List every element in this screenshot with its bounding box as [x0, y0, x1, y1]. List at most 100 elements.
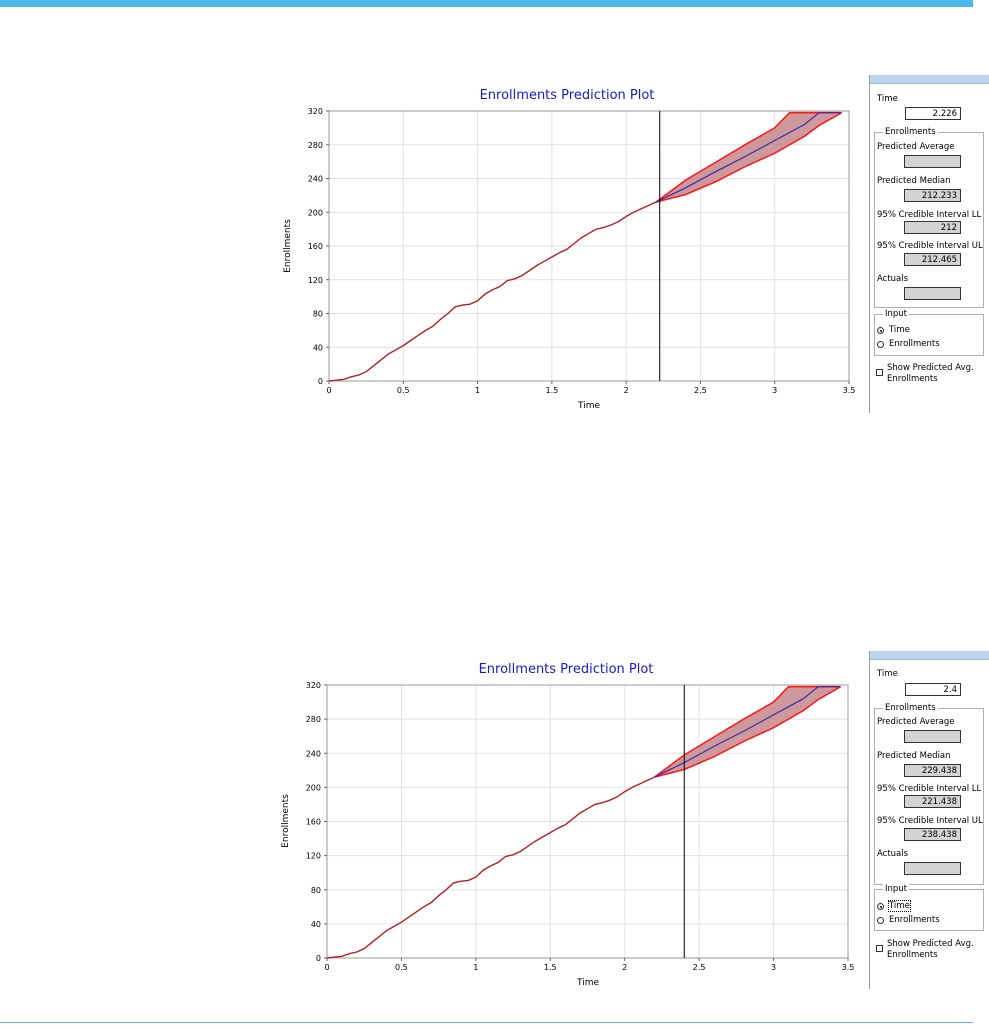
y-axis-ticks: 0 40 80 120 160 200 240 280 320	[306, 681, 327, 963]
y-tick-label: 280	[306, 715, 321, 724]
show-predicted-avg-checkbox[interactable]	[876, 945, 883, 952]
panel-header	[870, 651, 989, 660]
x-tick-label: 2.5	[694, 386, 707, 395]
predicted-average-field	[904, 730, 961, 743]
series-lines	[328, 112, 842, 382]
predicted-average-field	[904, 155, 961, 168]
show-predicted-avg-checkbox[interactable]	[876, 369, 883, 376]
input-enrollments-label[interactable]: Enrollments	[889, 339, 940, 349]
y-tick-label: 200	[308, 208, 323, 217]
input-time-label[interactable]: Time	[889, 325, 910, 335]
enrollments-prediction-plot-2[interactable]: Enrollments Prediction Plot 0 0.5 1 1.5 2 2.5…	[278, 657, 858, 1002]
input-group-title: Input	[883, 884, 910, 894]
y-tick-label: 160	[306, 818, 321, 827]
x-tick-label: 2.5	[693, 963, 706, 972]
enrollments-group: Enrollments	[874, 703, 984, 885]
y-tick-label: 240	[308, 175, 323, 184]
x-tick-label: 0.5	[397, 386, 410, 395]
input-time-radio[interactable]	[877, 903, 884, 910]
show-predicted-avg-label-line1[interactable]: Show Predicted Avg.	[887, 939, 974, 949]
actuals-label: Actuals	[877, 849, 909, 859]
predicted-median-label: Predicted Median	[877, 176, 951, 186]
x-tick-label: 3	[772, 386, 777, 395]
y-tick-label: 280	[308, 141, 323, 150]
y-tick-label: 80	[313, 310, 323, 319]
y-tick-label: 0	[316, 954, 321, 963]
x-axis-ticks: 0 0.5 1 1.5 2 2.5 3 3.5	[324, 958, 854, 972]
predicted-average-label: Predicted Average	[877, 142, 955, 152]
y-tick-label: 320	[308, 107, 323, 116]
chart-title: Enrollments Prediction Plot	[479, 662, 654, 677]
ci-ll-field: 221.438	[904, 795, 961, 808]
show-predicted-avg-label-line2[interactable]: Enrollments	[887, 950, 938, 960]
x-tick-label: 3	[771, 963, 776, 972]
actuals-field	[904, 862, 961, 875]
enrollments-group: Enrollments	[874, 127, 984, 308]
time-label: Time	[877, 669, 898, 679]
x-tick-label: 3.5	[843, 386, 856, 395]
y-tick-label: 120	[308, 276, 323, 285]
input-enrollments-radio[interactable]	[877, 341, 884, 348]
x-axis-ticks: 0 0.5 1 1.5 2 2.5 3 3.5	[326, 381, 855, 395]
ci-ll-field: 212	[904, 221, 961, 234]
ci-ul-field: 238.438	[904, 828, 961, 841]
x-tick-label: 1.5	[544, 963, 557, 972]
x-axis-label: Time	[576, 978, 599, 988]
y-axis-ticks: 0 40 80 120 160 200 240 280 320	[308, 107, 329, 386]
y-axis-label: Enrollments	[283, 219, 293, 273]
x-tick-label: 1	[475, 386, 480, 395]
y-tick-label: 240	[306, 749, 321, 758]
input-group: Input	[874, 884, 984, 931]
input-time-label[interactable]: Time	[888, 900, 911, 912]
prediction-panel-2: Time 2.4 Enrollments Predicted Average P…	[869, 651, 989, 989]
x-tick-label: 2	[624, 386, 629, 395]
input-group-title: Input	[883, 309, 910, 319]
predicted-average-label: Predicted Average	[877, 717, 955, 727]
ci-ll-label: 95% Credible Interval LL	[877, 210, 982, 220]
actual-enrollments-line	[326, 776, 655, 959]
ci-ll-label: 95% Credible Interval LL	[877, 784, 982, 794]
y-tick-label: 160	[308, 242, 323, 251]
predicted-median-label: Predicted Median	[877, 751, 951, 761]
y-tick-label: 200	[306, 783, 321, 792]
y-axis-label: Enrollments	[281, 794, 291, 848]
chart-canvas-2: Enrollments Prediction Plot 0 0.5 1 1.5 2 2.5…	[281, 662, 854, 988]
show-predicted-avg-label-line1[interactable]: Show Predicted Avg.	[887, 363, 974, 373]
actuals-label: Actuals	[877, 274, 909, 284]
input-enrollments-radio[interactable]	[877, 917, 884, 924]
x-axis-label: Time	[577, 401, 600, 411]
show-predicted-avg-label-line2[interactable]: Enrollments	[887, 374, 938, 384]
top-divider	[0, 0, 973, 7]
x-tick-label: 3.5	[842, 963, 855, 972]
chart-title: Enrollments Prediction Plot	[480, 88, 655, 103]
predicted-median-field: 229.438	[904, 764, 961, 777]
credible-band	[655, 111, 842, 203]
prediction-panel-1: Time 2.226 Enrollments Predicted Average…	[869, 75, 989, 413]
x-tick-label: 1.5	[545, 386, 558, 395]
x-tick-label: 2	[622, 963, 627, 972]
x-tick-label: 0	[326, 386, 331, 395]
enrollments-prediction-plot-1[interactable]: Enrollments Prediction Plot 0 0.5 1 1.5 2 2.5…	[278, 82, 858, 427]
ci-ul-label: 95% Credible Interval UL	[877, 816, 983, 826]
bottom-divider	[0, 1022, 973, 1023]
series-lines	[326, 686, 841, 959]
y-tick-label: 320	[306, 681, 321, 690]
x-tick-label: 1	[473, 963, 478, 972]
predicted-median-line	[654, 686, 841, 778]
band-lower-line	[655, 112, 842, 203]
ci-ul-label: 95% Credible Interval UL	[877, 241, 983, 251]
y-tick-label: 40	[311, 920, 321, 929]
predicted-median-field: 212.233	[904, 189, 961, 202]
band-lower-line	[654, 686, 841, 778]
input-enrollments-label[interactable]: Enrollments	[889, 915, 940, 925]
time-input[interactable]: 2.226	[905, 107, 961, 120]
time-input[interactable]: 2.4	[905, 683, 961, 696]
input-time-radio[interactable]	[877, 327, 884, 334]
ci-ul-field: 212.465	[904, 253, 961, 266]
chart-canvas-1: Enrollments Prediction Plot 0 0.5 1 1.5 2 2.5…	[283, 88, 855, 411]
predicted-median-line	[655, 112, 842, 203]
credible-band-area	[654, 686, 841, 778]
enrollments-group-title: Enrollments	[883, 127, 938, 137]
band-upper-line	[655, 111, 842, 203]
enrollments-group-title: Enrollments	[883, 703, 938, 713]
